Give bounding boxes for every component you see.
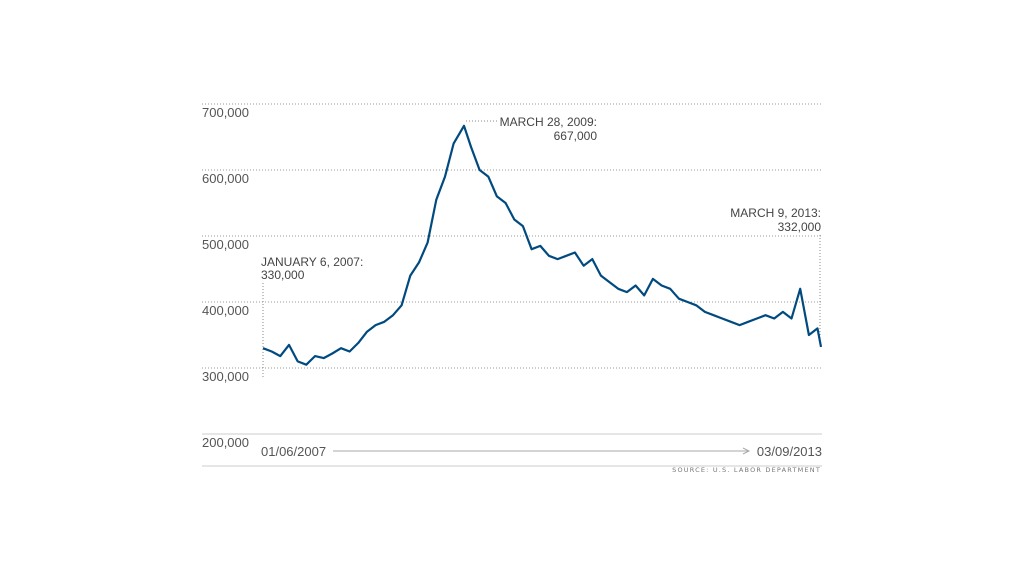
annotations: JANUARY 6, 2007: 330,000 MARCH 28, 2009:…	[261, 115, 821, 378]
y-tick-label: 200,000	[202, 435, 249, 450]
annotation-jan-2007-date: JANUARY 6, 2007:	[261, 255, 363, 269]
source-note: SOURCE: U.S. LABOR DEPARTMENT	[672, 466, 821, 474]
series-line-jobless-claims	[262, 124, 823, 366]
y-tick-labels: 700,000 600,000 500,000 400,000 300,000 200,0…	[202, 105, 249, 450]
annotation-mar-2013-value: 332,000	[778, 220, 822, 234]
x-start-label: 01/06/2007	[261, 444, 326, 459]
y-tick-label: 600,000	[202, 171, 249, 186]
annotation-mar-2013-date: MARCH 9, 2013:	[730, 206, 821, 220]
annotation-mar-2009-date: MARCH 28, 2009:	[500, 115, 597, 129]
y-tick-label: 700,000	[202, 105, 249, 120]
annotation-jan-2007-value: 330,000	[261, 268, 305, 282]
y-tick-label: 500,000	[202, 237, 249, 252]
y-tick-label: 400,000	[202, 303, 249, 318]
x-end-label: 03/09/2013	[757, 444, 822, 459]
x-axis-arrowhead	[742, 447, 751, 455]
y-tick-label: 300,000	[202, 369, 249, 384]
x-axis: 01/06/2007 03/09/2013	[261, 444, 822, 459]
annotation-mar-2009-value: 667,000	[554, 129, 598, 143]
gridlines	[202, 103, 822, 435]
